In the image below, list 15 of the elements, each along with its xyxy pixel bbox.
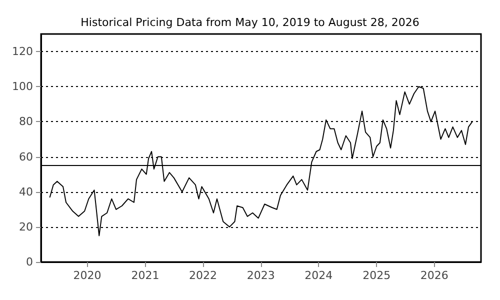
y-tick-label: 60 bbox=[19, 150, 33, 164]
x-tick-label: 2022 bbox=[189, 269, 218, 282]
x-tick-label: 2023 bbox=[246, 269, 275, 282]
x-tick-label: 2026 bbox=[420, 269, 448, 282]
y-tick-label: 100 bbox=[12, 80, 33, 94]
y-tick-label: 0 bbox=[26, 256, 33, 268]
y-tick-label: 40 bbox=[19, 185, 33, 198]
x-tick-label: 2024 bbox=[304, 269, 333, 282]
y-tick-label: 120 bbox=[12, 45, 33, 58]
y-tick-label: 20 bbox=[19, 220, 33, 234]
x-tick-label: 2020 bbox=[73, 269, 102, 282]
chart-title: Historical Pricing Data from May 10, 2019 to August 28, 2026 bbox=[80, 16, 420, 29]
x-tick-label: 2021 bbox=[131, 269, 160, 282]
y-tick-label: 80 bbox=[19, 115, 33, 128]
x-tick-label: 2025 bbox=[362, 269, 391, 282]
